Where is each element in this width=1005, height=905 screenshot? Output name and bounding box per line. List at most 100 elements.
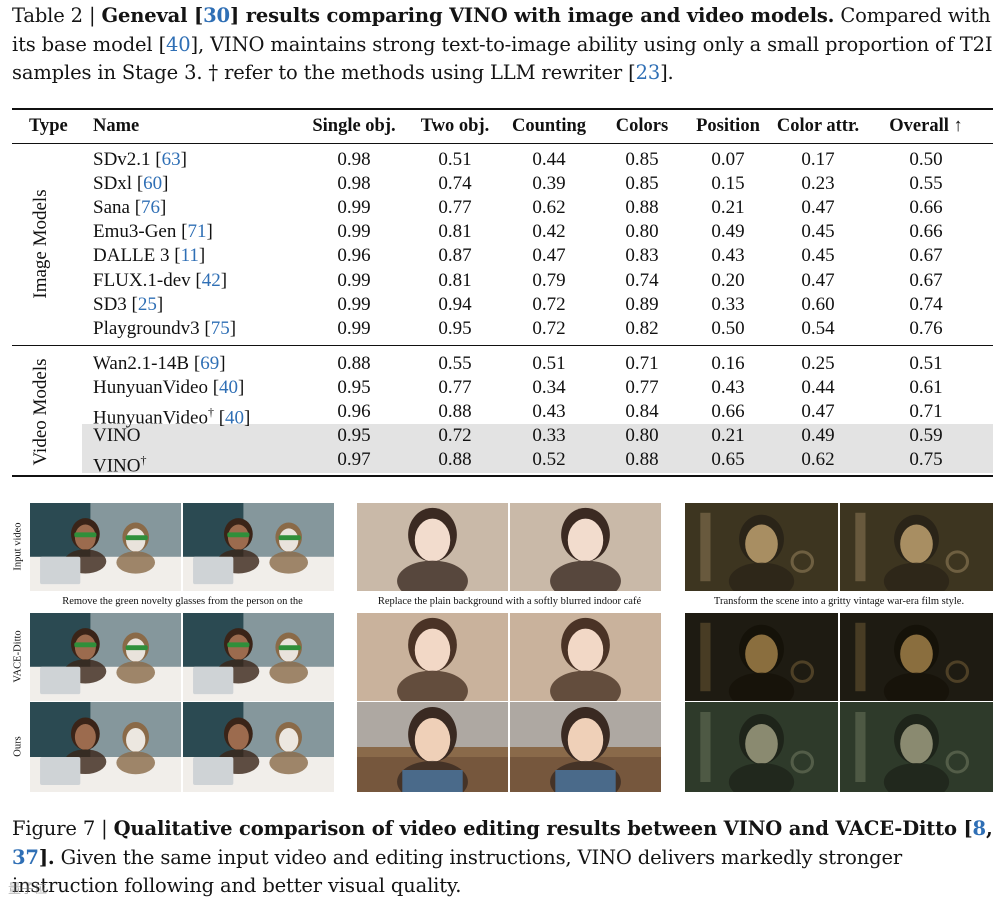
- table-value-cell: 0.77: [438, 197, 472, 219]
- video-frame-image: [510, 702, 661, 792]
- figure-caption-label: Figure 7 |: [12, 817, 114, 840]
- table-value-cell: 0.62: [532, 197, 566, 219]
- model-name: HunyuanVideo: [93, 377, 208, 399]
- table-row-name: SD3 [25]: [93, 293, 164, 315]
- table-value-cell: 0.80: [625, 425, 659, 447]
- citation-link[interactable]: 23: [635, 61, 661, 84]
- table-value-cell: 0.25: [801, 353, 835, 374]
- citation-link[interactable]: 40: [219, 377, 239, 399]
- table-value-cell: 0.62: [801, 449, 835, 471]
- table-value-cell: 0.96: [337, 401, 371, 423]
- table-caption-title: Geneval [30] results comparing VINO with…: [101, 4, 835, 27]
- table-value-cell: 0.95: [337, 425, 371, 447]
- table-row-name: VINO: [93, 424, 141, 448]
- table-rule: [12, 108, 993, 110]
- model-name: SD3: [93, 293, 127, 315]
- table-value-cell: 0.75: [909, 449, 943, 471]
- citation-link[interactable]: 25: [137, 293, 157, 315]
- model-name: FLUX.1-dev: [93, 269, 191, 291]
- table-value-cell: 0.33: [532, 425, 566, 447]
- table-value-cell: 0.67: [909, 269, 943, 291]
- table-value-cell: 0.21: [711, 425, 745, 447]
- table-value-cell: 0.98: [337, 173, 371, 195]
- citation-link[interactable]: 37: [12, 845, 39, 869]
- edit-instruction: Transform the scene into a gritty vintag…: [713, 596, 965, 607]
- table-row-name: HunyuanVideo† [40]: [93, 405, 251, 429]
- video-frame-image: [30, 503, 181, 591]
- table-row-name: SDv2.1 [63]: [93, 149, 187, 170]
- table-value-cell: 0.98: [337, 149, 371, 170]
- table-row-name: VINO†: [93, 448, 147, 478]
- table-value-cell: 0.33: [711, 293, 745, 315]
- qualitative-figure: Remove the green novelty glasses from th…: [12, 503, 993, 798]
- table-value-cell: 0.34: [532, 377, 566, 399]
- table-value-cell: 0.55: [909, 173, 943, 195]
- table-value-cell: 0.72: [532, 317, 566, 339]
- table-value-cell: 0.77: [625, 377, 659, 399]
- results-table: Type Name Single obj. Two obj. Counting Color…: [12, 108, 993, 478]
- table-value-cell: 0.47: [532, 245, 566, 267]
- table-row-name: FLUX.1-dev [42]: [93, 269, 228, 291]
- table-value-cell: 0.42: [532, 221, 566, 243]
- citation-link[interactable]: 8: [972, 817, 987, 840]
- citation-link[interactable]: 30: [203, 4, 230, 27]
- table-value-cell: 0.23: [801, 173, 835, 195]
- table-value-cell: 0.88: [438, 401, 472, 423]
- table-value-cell: 0.44: [801, 377, 835, 399]
- table-value-cell: 0.99: [337, 269, 371, 291]
- citation-link[interactable]: 40: [225, 407, 245, 429]
- table-value-cell: 0.39: [532, 173, 566, 195]
- citation-link[interactable]: 69: [200, 353, 220, 374]
- table-value-cell: 0.07: [711, 149, 745, 170]
- citation-link[interactable]: 71: [187, 221, 207, 243]
- table-value-cell: 0.99: [337, 221, 371, 243]
- figure-row-label: VACE-Ditto: [12, 630, 24, 683]
- table-value-cell: 0.44: [532, 149, 566, 170]
- table-value-cell: 0.71: [909, 401, 943, 423]
- model-name: SDv2.1: [93, 149, 151, 170]
- citation-link[interactable]: 60: [143, 173, 163, 195]
- table-value-cell: 0.80: [625, 221, 659, 243]
- table-value-cell: 0.94: [438, 293, 472, 315]
- model-name: VINO: [93, 455, 141, 477]
- table-caption-text: Compared with its base model [: [12, 4, 991, 56]
- table-value-cell: 0.61: [909, 377, 943, 399]
- model-name: Sana: [93, 197, 130, 219]
- table-value-cell: 0.67: [909, 245, 943, 267]
- table-value-cell: 0.88: [337, 353, 371, 374]
- citation-link[interactable]: 75: [210, 317, 230, 339]
- table-value-cell: 0.51: [909, 353, 943, 374]
- table-value-cell: 0.85: [625, 149, 659, 170]
- table-value-cell: 0.99: [337, 293, 371, 315]
- table-value-cell: 0.55: [438, 353, 472, 374]
- table-value-cell: 0.66: [909, 197, 943, 219]
- table-value-cell: 0.99: [337, 317, 371, 339]
- citation-link[interactable]: 40: [166, 32, 191, 56]
- video-frame-image: [30, 613, 181, 701]
- figure-row-label: Input video: [12, 522, 24, 571]
- table-value-cell: 0.88: [625, 449, 659, 471]
- table-rule: [12, 143, 993, 144]
- dagger-mark: †: [140, 453, 147, 468]
- table-value-cell: 0.71: [625, 353, 659, 374]
- table-value-cell: 0.51: [532, 353, 566, 374]
- table-row-name: SDxl [60]: [93, 173, 169, 195]
- figure-row-label: Ours: [12, 736, 24, 757]
- citation-link[interactable]: 42: [201, 269, 221, 291]
- table-value-cell: 0.47: [801, 401, 835, 423]
- figure-caption-text: Given the same input video and editing i…: [12, 845, 903, 898]
- dagger-mark: †: [207, 405, 214, 420]
- model-name: Emu3-Gen: [93, 221, 177, 243]
- table-row-name: DALLE 3 [11]: [93, 245, 206, 267]
- citation-link[interactable]: 11: [180, 245, 199, 267]
- model-name: Wan2.1-14B: [93, 353, 190, 374]
- video-frame-image: [183, 613, 334, 701]
- table-value-cell: 0.99: [337, 197, 371, 219]
- table-value-cell: 0.79: [532, 269, 566, 291]
- table-value-cell: 0.97: [337, 449, 371, 471]
- citation-link[interactable]: 63: [161, 149, 181, 170]
- video-frame-image: [685, 702, 838, 792]
- table-header-cell: Counting: [511, 116, 587, 136]
- citation-link[interactable]: 76: [141, 197, 161, 219]
- table-header-cell: Name: [93, 116, 140, 136]
